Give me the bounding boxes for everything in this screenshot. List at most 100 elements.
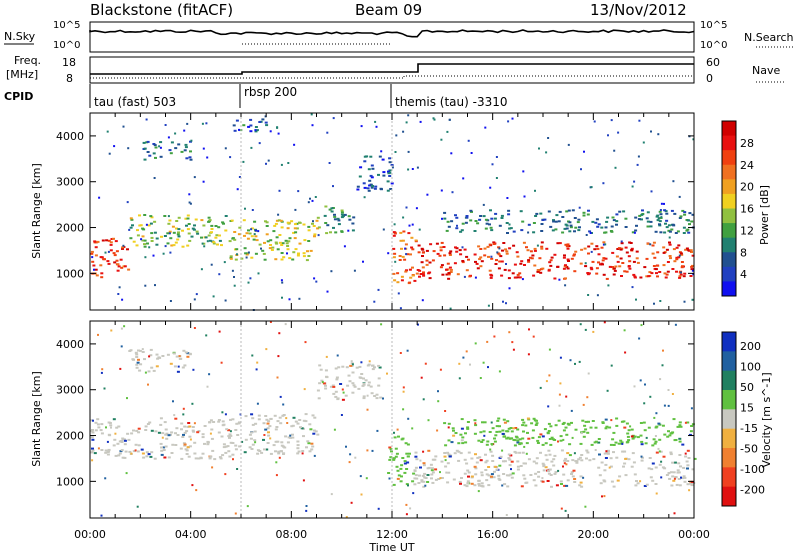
data-cell (191, 429, 195, 432)
data-cell (606, 216, 610, 219)
data-cell (649, 220, 653, 223)
data-cell (201, 433, 205, 436)
scatter-cell (278, 332, 281, 335)
data-cell (280, 244, 284, 246)
scatter-cell (242, 160, 245, 163)
data-cell (311, 414, 315, 417)
y-tick-label: 2000 (56, 222, 84, 235)
data-cell (593, 248, 597, 251)
colorbar-swatch (722, 237, 736, 253)
data-cell (527, 260, 531, 263)
data-cell (251, 443, 255, 446)
scatter-cell (650, 130, 652, 133)
data-cell (496, 419, 500, 422)
scatter-cell (668, 236, 671, 239)
scatter-cell (399, 352, 402, 354)
power-colorbar-label: Power [dB] (758, 185, 771, 245)
data-cell (573, 478, 577, 480)
data-cell (313, 233, 317, 236)
data-cell (346, 384, 350, 387)
data-cell (262, 252, 266, 255)
data-cell (187, 422, 191, 424)
data-cell (368, 179, 372, 182)
data-cell (579, 262, 583, 265)
data-cell (463, 248, 467, 251)
data-cell (403, 471, 407, 474)
scatter-cell (691, 269, 694, 272)
data-cell (689, 249, 693, 252)
data-cell (506, 420, 510, 423)
data-cell (257, 418, 261, 421)
data-cell (382, 171, 386, 174)
data-cell (645, 275, 649, 278)
scatter-cell (433, 118, 436, 121)
scatter-cell (458, 377, 461, 380)
scatter-cell (649, 395, 652, 398)
data-cell (392, 458, 396, 461)
data-cell (459, 433, 463, 436)
data-cell (278, 241, 282, 244)
data-cell (137, 431, 141, 434)
data-cell (165, 437, 169, 440)
scatter-cell (683, 300, 686, 303)
data-cell (529, 250, 533, 253)
data-cell (255, 239, 259, 242)
data-cell (100, 276, 104, 279)
data-cell (183, 364, 187, 367)
scatter-cell (602, 243, 605, 246)
data-cell (339, 383, 343, 385)
data-cell (242, 219, 246, 222)
data-cell (431, 481, 435, 484)
data-cell (528, 256, 532, 259)
scatter-cell (523, 195, 526, 198)
data-cell (618, 210, 622, 213)
data-cell (612, 431, 616, 434)
data-cell (121, 247, 124, 250)
data-cell (176, 233, 180, 236)
scatter-cell (91, 256, 94, 259)
data-cell (519, 262, 523, 265)
data-cell (397, 474, 401, 477)
data-cell (476, 456, 480, 459)
scatter-cell (474, 422, 477, 425)
data-cell (332, 226, 335, 229)
data-cell (377, 364, 381, 367)
data-cell (112, 237, 115, 240)
data-cell (136, 234, 140, 237)
cpid-label: CPID (4, 90, 33, 103)
scatter-cell (136, 505, 139, 508)
data-cell (390, 450, 393, 453)
data-cell (549, 264, 553, 267)
data-cell (540, 245, 544, 248)
data-cell (614, 441, 618, 444)
data-cell (691, 480, 695, 483)
data-cell (687, 249, 691, 252)
data-cell (292, 416, 296, 419)
scatter-cell (234, 512, 237, 515)
data-cell (595, 272, 599, 275)
data-cell (561, 216, 565, 218)
data-cell (535, 212, 539, 215)
scatter-cell (233, 276, 235, 278)
data-cell (291, 258, 295, 261)
data-cell (296, 422, 300, 425)
data-cell (347, 215, 351, 218)
data-cell (495, 259, 498, 262)
data-cell (489, 273, 493, 276)
data-cell (652, 241, 656, 244)
data-cell (434, 468, 438, 471)
data-cell (441, 273, 445, 276)
data-cell (413, 477, 417, 480)
scatter-cell (643, 402, 646, 405)
data-cell (246, 252, 250, 255)
data-cell (188, 445, 192, 448)
colorbar-swatch (722, 135, 736, 151)
data-cell (427, 272, 431, 275)
data-cell (286, 227, 290, 230)
scatter-cell (660, 460, 663, 463)
data-cell (153, 231, 157, 234)
scatter-cell (332, 185, 334, 188)
data-cell (394, 455, 398, 458)
data-cell (544, 454, 548, 457)
data-cell (370, 186, 374, 189)
